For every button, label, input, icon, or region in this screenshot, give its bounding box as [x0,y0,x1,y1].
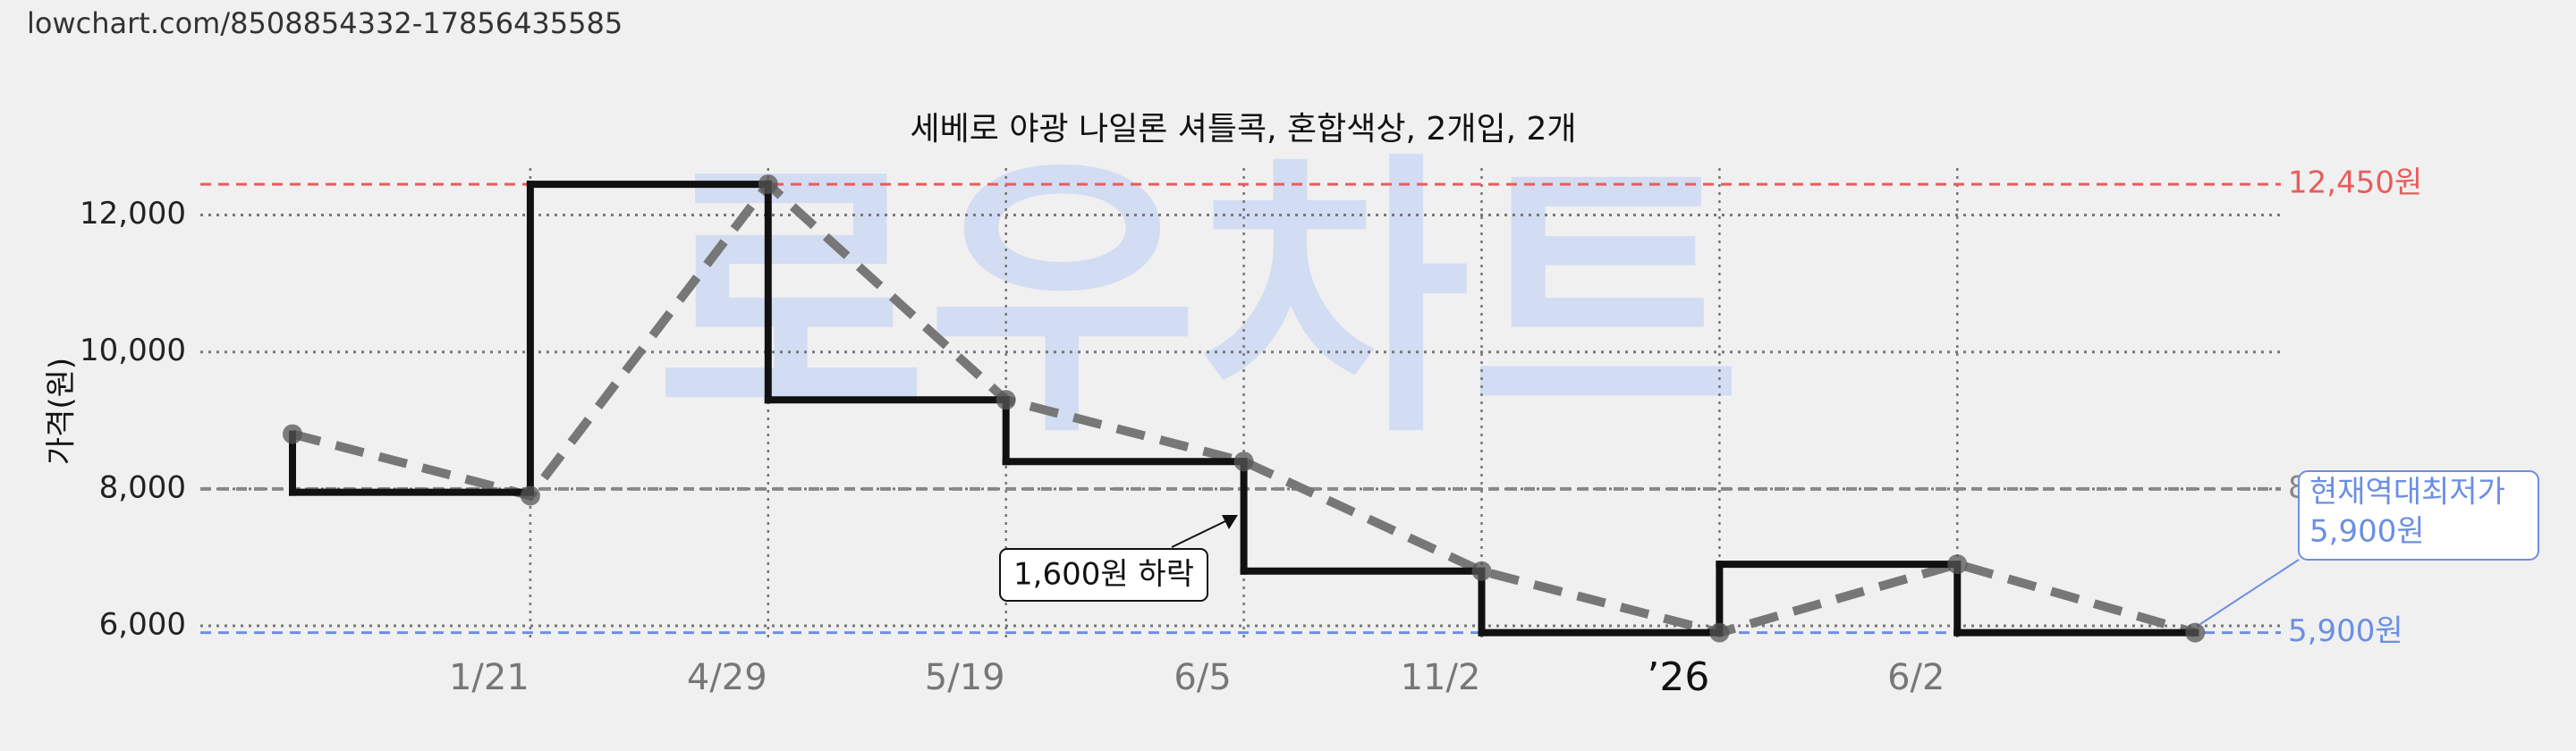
x-tick-label: 6/5 [1174,657,1231,698]
annotation-arrow [1171,519,1228,548]
reference-label: 5,900원 [2288,613,2403,649]
price-point [2185,622,2206,643]
price-point [996,390,1016,410]
price-point [1947,554,1968,575]
price-point [1471,561,1492,581]
y-tick-label: 10,000 [80,333,186,368]
trend-line [291,177,2197,637]
y-tick-label: 6,000 [99,606,186,642]
x-tick-label: 11/2 [1401,657,1481,698]
x-tick-label: 1/21 [449,657,530,698]
chart-title: 세베로 야광 나일론 셔틀콕, 혼합색상, 2개입, 2개 [911,111,1577,148]
price-point [1233,451,1254,472]
x-tick-label: 5/19 [925,657,1005,698]
x-tick-label: ’26 [1647,654,1709,700]
callout-box [2298,470,2539,561]
annotation-text: 1,600원 하락 [1013,557,1194,593]
price-point [758,174,778,195]
annotation-arrowhead [1222,515,1238,529]
callout-line [2199,559,2300,625]
price-point [1709,622,1730,643]
y-tick-label: 12,000 [80,196,186,232]
x-tick-label: 4/29 [687,657,767,698]
annotation-box [999,548,1208,602]
reference-label: 12,450원 [2288,165,2422,201]
y-tick-label: 8,000 [99,469,186,505]
callout-text: 현재역대최저가 [2309,475,2505,511]
url: lowchart.com/8508854332-17856435585 [27,6,623,40]
callout-text: 5,900원 [2309,514,2425,550]
price-point [520,485,540,506]
x-tick-label: 6/2 [1887,657,1945,698]
price-point [283,424,302,444]
y-axis-label: 가격(원) [44,358,80,465]
watermark: 로우차트 [656,129,1741,472]
